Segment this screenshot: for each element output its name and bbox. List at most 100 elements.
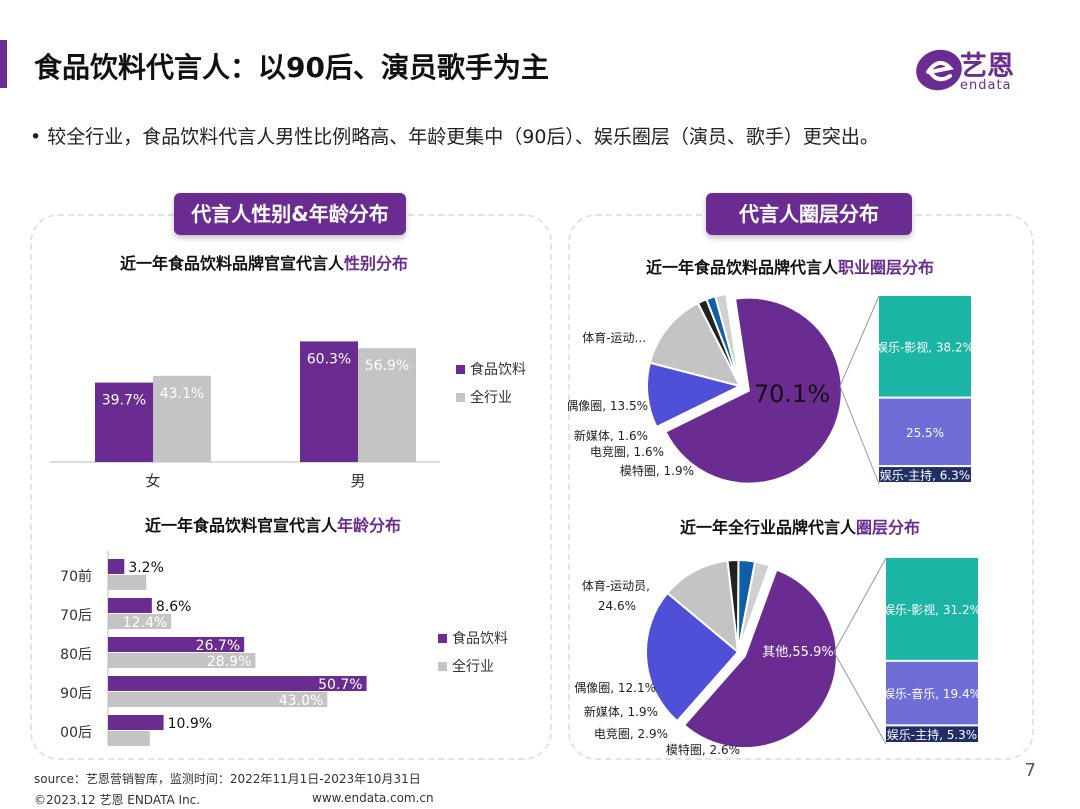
age-chart-title: 近一年食品饮料官宣代言人年龄分布 (145, 516, 402, 535)
slice-label: 电竞圈, 1.6% (590, 445, 664, 459)
footer-copyright: ©2023.12 艺恩 ENDATA Inc. (34, 793, 201, 807)
pie-slice-其他 (682, 568, 838, 750)
x-tick-label: 女 (145, 472, 160, 490)
connector-line (833, 651, 887, 745)
slice-label: 新媒体, 1.9% (584, 704, 658, 719)
y-tick-label: 80后 (60, 647, 92, 663)
breakdown-label: 娱乐-影视, 31.2% (883, 602, 981, 617)
y-tick-label: 70后 (60, 608, 92, 624)
summary-bullet: • 较全行业，食品饮料代言人男性比例略高、年龄更集中（90后）、娱乐圈层（演员、… (30, 126, 879, 148)
logo-subtext: endata (960, 78, 1012, 93)
bar-label: 7.5% (150, 576, 186, 592)
endata-logo-icon (916, 49, 962, 91)
page-number: 7 (1024, 760, 1036, 781)
bar-全行业-男 (358, 348, 416, 462)
logo-text: 艺恩 (960, 51, 1014, 82)
bar-label: 3.2% (128, 560, 164, 576)
connector-line (839, 295, 880, 387)
footer-source: source：艺恩营销智库，监测时间：2022年11月1日-2023年10月31… (34, 772, 421, 786)
y-tick-label: 70前 (60, 568, 92, 585)
bar-全行业-90后 (108, 692, 328, 707)
age-bar-chart: 70前 3.2%7.5% 70后 8.6%12.4% 80后 26.7%28.9% 90后 5… (60, 551, 508, 748)
main-slice-label: 其他,55.9% (762, 645, 833, 660)
bar-全行业-80后 (108, 653, 256, 668)
legend-label: 全行业 (452, 658, 494, 675)
breakdown-segment (879, 398, 971, 466)
slice-label: 体育-运动员, (582, 578, 650, 593)
breakdown-segment (879, 467, 971, 482)
bar-食品饮料-女 (95, 382, 153, 462)
bar-label: 8.2% (154, 732, 190, 748)
bar-label: 10.9% (168, 716, 212, 732)
slice-label: 模特圈, 2.6% (666, 742, 740, 757)
bar-食品饮料-70前 (108, 559, 125, 574)
bar-全行业-00后 (108, 731, 150, 746)
slice-label: 新媒体, 1.6% (574, 428, 648, 443)
slice-label: 体育-运动... (582, 330, 646, 345)
main-slice-label: 70.1% (754, 380, 830, 408)
legend-label: 食品饮料 (452, 630, 508, 647)
legend-swatch (438, 634, 447, 643)
footer-url[interactable]: www.endata.com.cn (312, 791, 434, 805)
y-tick-label: 90后 (60, 686, 92, 702)
legend-swatch (438, 662, 447, 671)
pie-slice-偶像圈 (648, 301, 742, 388)
pie-slice-体育-运动员 (645, 591, 740, 723)
legend-swatch (456, 365, 465, 374)
bar-食品饮料-90后 (108, 676, 367, 691)
legend-swatch (456, 393, 465, 402)
slice-label: 24.6% (598, 599, 636, 613)
bar-label: 26.7% (196, 638, 240, 654)
bar-全行业-70前 (108, 575, 147, 590)
bar-食品饮料-80后 (108, 637, 245, 652)
pie2-chart: 娱乐-影视, 31.2% 娱乐-音乐, 19.4% 娱乐-主持, 5.3% 其他,55… (574, 557, 981, 757)
pie-slice-偶像圈 (666, 559, 740, 655)
slice-label: 偶像圈, 12.1% (574, 681, 656, 695)
gender-chart-title: 近一年食品饮料品牌官宣代言人性别分布 (120, 254, 409, 273)
slice-label: 偶像圈, 13.5% (568, 399, 648, 413)
slice-label: 模特圈, 1.9% (620, 463, 694, 478)
breakdown-segment (886, 558, 978, 660)
breakdown-segment (886, 726, 978, 742)
bar-食品饮料-00后 (108, 715, 164, 730)
legend-label: 食品饮料 (470, 361, 526, 378)
legend-label: 全行业 (470, 389, 512, 406)
bar-全行业-70后 (108, 614, 172, 629)
breakdown-segment (879, 296, 971, 397)
slice-label: 电竞圈, 2.9% (594, 727, 668, 741)
y-tick-label: 00后 (60, 725, 92, 741)
breakdown-label: 娱乐-影视, 38.2% (876, 339, 974, 354)
bar-label: 43.0% (279, 693, 323, 709)
pie1-chart: 娱乐-影视, 38.2% 25.5% 娱乐-主持, 6.3% 70.1% 体育-运动..… (568, 292, 974, 485)
bar-label: 12.4% (123, 615, 167, 631)
connector-line (833, 557, 887, 653)
breakdown-label: 25.5% (906, 426, 944, 440)
connector-line (839, 385, 880, 485)
circle-pill: 代言人圈层分布 (706, 193, 912, 235)
bar-食品饮料-70后 (108, 598, 152, 613)
bar-label: 56.9% (365, 358, 409, 374)
breakdown-label: 娱乐-音乐, 19.4% (883, 686, 981, 701)
page-title: 食品饮料代言人：以90后、演员歌手为主 (34, 51, 549, 84)
bar-label: 50.7% (318, 677, 362, 693)
gender-age-pill: 代言人性别&年龄分布 (174, 193, 406, 235)
breakdown-label: 娱乐-主持, 5.3% (887, 727, 977, 742)
pie-slice-main (664, 296, 843, 485)
bar-label: 28.9% (207, 654, 251, 670)
breakdown-label: 娱乐-主持, 6.3% (880, 468, 970, 483)
pie2-title: 近一年全行业品牌代言人圈层分布 (680, 518, 921, 537)
bar-label: 8.6% (156, 599, 192, 615)
breakdown-segment (886, 661, 978, 725)
bar-label: 39.7% (102, 393, 146, 409)
pie-slice-体育-运动... (646, 361, 743, 429)
bar-食品饮料-男 (300, 341, 358, 462)
x-tick-label: 男 (350, 472, 365, 490)
bar-label: 43.1% (160, 386, 204, 402)
pie-slice-模特圈 (737, 560, 771, 653)
bar-label: 60.3% (307, 351, 351, 367)
title-accent-bar (0, 40, 7, 88)
pie1-title: 近一年食品饮料品牌代言人职业圈层分布 (646, 258, 935, 277)
pie-slice-模特圈 (714, 292, 741, 387)
bar-全行业-女 (153, 375, 211, 462)
